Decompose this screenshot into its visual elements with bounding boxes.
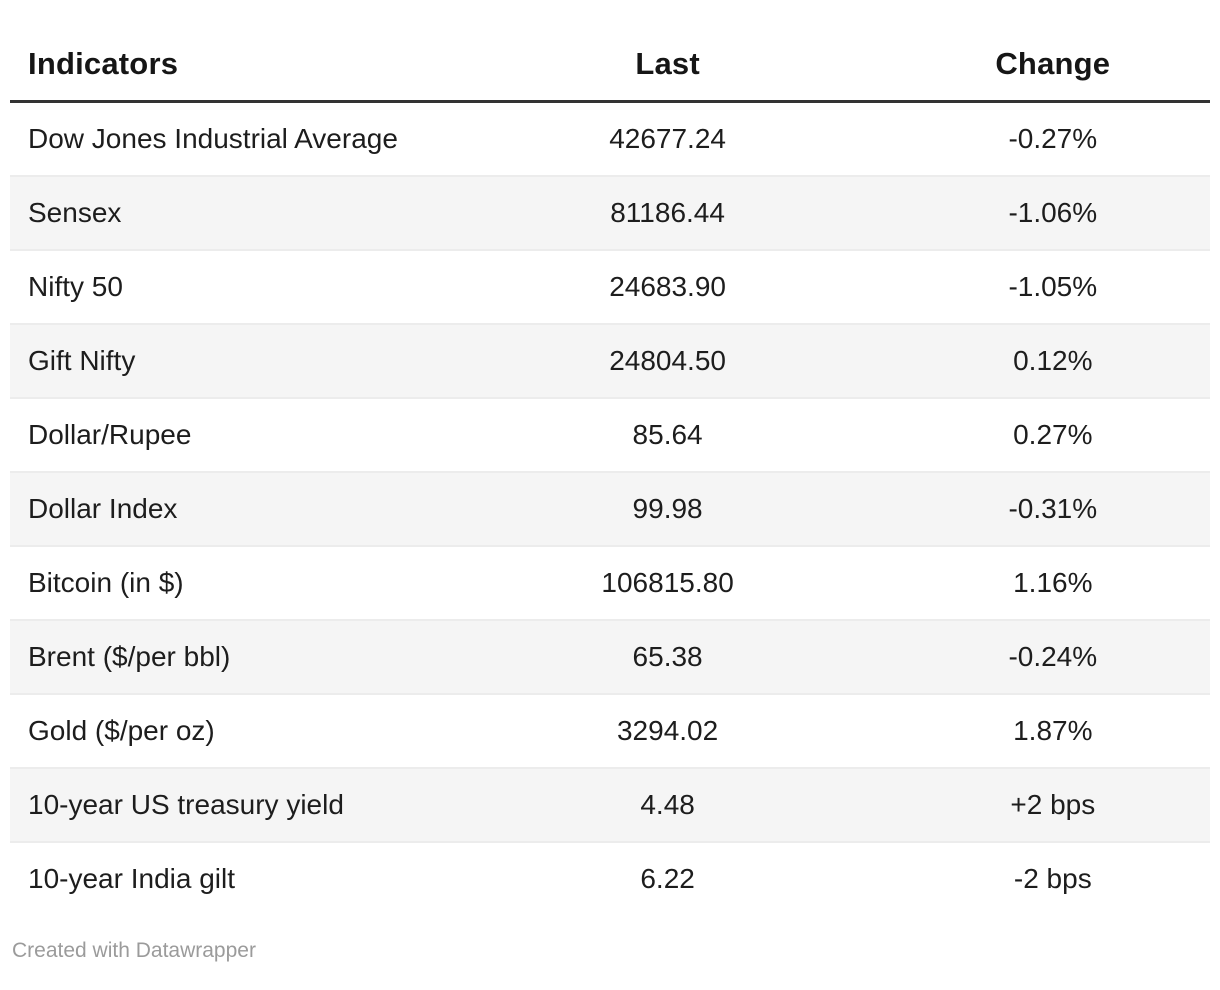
table-row-india-gilt: 10-year India gilt 6.22 -2 bps <box>10 842 1210 915</box>
table-row-brent: Brent ($/per bbl) 65.38 -0.24% <box>10 620 1210 694</box>
indicators-table: Indicators Last Change Dow Jones Industr… <box>10 24 1210 915</box>
cell-last: 24683.90 <box>609 271 726 302</box>
cell-change: 0.12% <box>1013 345 1093 376</box>
table-row-sensex: Sensex 81186.44 -1.06% <box>10 176 1210 250</box>
cell-indicator: Nifty 50 <box>28 271 123 302</box>
attribution: Created with Datawrapper <box>12 939 1220 963</box>
cell-indicator: Brent ($/per bbl) <box>28 641 231 672</box>
column-header-indicators: Indicators <box>10 24 440 103</box>
cell-change: -0.27% <box>1008 123 1098 154</box>
table-row-bitcoin: Bitcoin (in $) 106815.80 1.16% <box>10 546 1210 620</box>
cell-indicator: Dow Jones Industrial Average <box>28 123 398 154</box>
table-body: Dow Jones Industrial Average 42677.24 -0… <box>10 102 1210 916</box>
table-row-nifty-50: Nifty 50 24683.90 -1.05% <box>10 250 1210 324</box>
cell-indicator: Gold ($/per oz) <box>28 715 215 746</box>
cell-change: 1.16% <box>1013 567 1093 598</box>
cell-indicator: 10-year India gilt <box>28 863 236 894</box>
cell-last: 81186.44 <box>610 197 725 228</box>
cell-change: +2 bps <box>1010 789 1096 820</box>
cell-indicator: Dollar/Rupee <box>28 419 192 450</box>
table-row-gift-nifty: Gift Nifty 24804.50 0.12% <box>10 324 1210 398</box>
header-row: Indicators Last Change <box>10 24 1210 103</box>
cell-change: -1.05% <box>1008 271 1098 302</box>
cell-indicator: Gift Nifty <box>28 345 136 376</box>
cell-indicator: Dollar Index <box>28 493 178 524</box>
cell-change: 1.87% <box>1013 715 1093 746</box>
cell-indicator: Sensex <box>28 197 122 228</box>
cell-indicator: 10-year US treasury yield <box>28 789 344 820</box>
cell-last: 6.22 <box>640 863 695 894</box>
table-row-gold: Gold ($/per oz) 3294.02 1.87% <box>10 694 1210 768</box>
table-row-dollar-index: Dollar Index 99.98 -0.31% <box>10 472 1210 546</box>
cell-last: 85.64 <box>632 419 703 450</box>
cell-change: -0.31% <box>1008 493 1098 524</box>
column-header-last: Last <box>439 24 896 103</box>
cell-last: 3294.02 <box>616 715 719 746</box>
cell-last: 65.38 <box>632 641 703 672</box>
cell-last: 24804.50 <box>609 345 726 376</box>
cell-change: -1.06% <box>1008 197 1098 228</box>
datawrapper-attribution-link[interactable]: Created with Datawrapper <box>12 939 256 962</box>
cell-last: 99.98 <box>632 493 703 524</box>
cell-change: 0.27% <box>1013 419 1093 450</box>
table-row-us-treasury-yield: 10-year US treasury yield 4.48 +2 bps <box>10 768 1210 842</box>
cell-indicator: Bitcoin (in $) <box>28 567 184 598</box>
cell-change: -0.24% <box>1008 641 1098 672</box>
cell-change: -2 bps <box>1013 863 1092 894</box>
cell-last: 4.48 <box>640 789 695 820</box>
cell-last: 106815.80 <box>601 567 734 598</box>
column-header-change: Change <box>895 24 1210 103</box>
table-header: Indicators Last Change <box>10 24 1210 103</box>
indicators-table-container: Indicators Last Change Dow Jones Industr… <box>10 0 1210 915</box>
table-row-dow-jones: Dow Jones Industrial Average 42677.24 -0… <box>10 102 1210 177</box>
cell-last: 42677.24 <box>609 123 726 154</box>
table-row-dollar-rupee: Dollar/Rupee 85.64 0.27% <box>10 398 1210 472</box>
